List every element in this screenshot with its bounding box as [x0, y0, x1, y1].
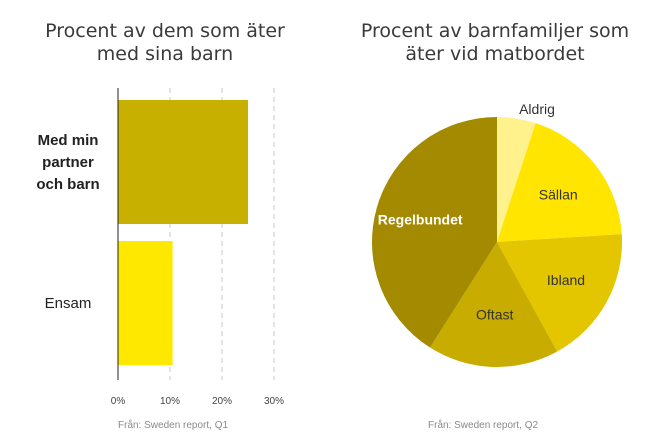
pie-slice [497, 123, 622, 242]
bar [118, 241, 173, 365]
pie-slice-label: Oftast [476, 306, 513, 322]
pie-slice [497, 234, 622, 352]
pie-chart-title-line1: Procent av barnfamiljer som [360, 20, 630, 42]
bar [118, 100, 248, 224]
pie-slice-label: Aldrig [519, 101, 555, 117]
x-tick-label: 0% [111, 396, 126, 407]
bar-chart-title-line2: med sina barn [96, 43, 234, 65]
pie-slice-label: Sällan [539, 186, 578, 202]
pie-slice-label: Regelbundet [378, 212, 463, 228]
x-tick-label: 30% [264, 396, 284, 407]
pie-chart-title-line2: äter vid matbordet [405, 43, 585, 65]
pie-slice [497, 117, 536, 242]
bar-chart-source: Från: Sweden report, Q1 [118, 420, 229, 431]
pie-slice [371, 117, 497, 348]
category-label: Ensam [45, 295, 92, 312]
bar-chart-title-line1: Procent av dem som äter [45, 20, 285, 42]
pie-slice-label: Ibland [547, 272, 585, 288]
pie-chart-title: Procent av barnfamiljer som äter vid mat… [340, 20, 650, 66]
category-label: och barn [36, 176, 99, 193]
bar-chart-title: Procent av dem som äter med sina barn [20, 20, 310, 66]
pie-slice [430, 242, 558, 368]
pie-chart-source: Från: Sweden report, Q2 [428, 420, 539, 431]
category-label: partner [42, 154, 94, 171]
x-tick-label: 10% [160, 396, 180, 407]
x-tick-label: 20% [212, 396, 232, 407]
category-label: Med min [38, 132, 99, 149]
